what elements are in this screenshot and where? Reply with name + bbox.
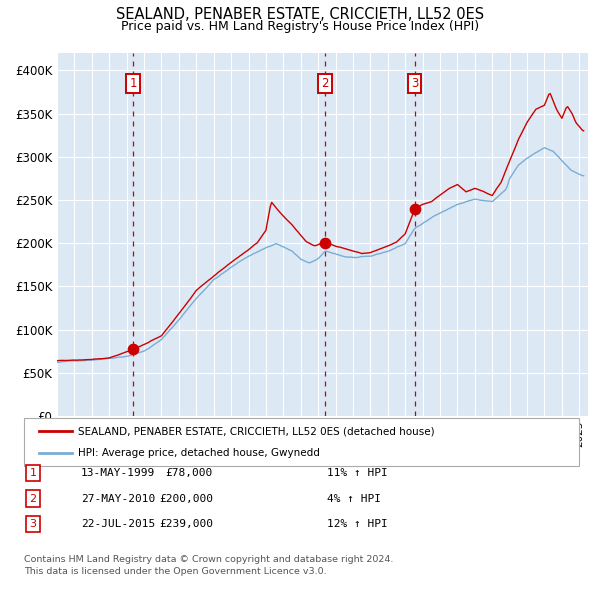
Text: £78,000: £78,000 — [166, 468, 213, 478]
Text: £239,000: £239,000 — [159, 519, 213, 529]
Text: 22-JUL-2015: 22-JUL-2015 — [81, 519, 155, 529]
Text: 1: 1 — [130, 77, 137, 90]
Text: 2: 2 — [29, 494, 37, 503]
Text: 11% ↑ HPI: 11% ↑ HPI — [327, 468, 388, 478]
Text: 4% ↑ HPI: 4% ↑ HPI — [327, 494, 381, 503]
Text: 27-MAY-2010: 27-MAY-2010 — [81, 494, 155, 503]
Point — [410, 205, 419, 214]
Text: 13-MAY-1999: 13-MAY-1999 — [81, 468, 155, 478]
Point — [320, 238, 330, 248]
Text: 3: 3 — [29, 519, 37, 529]
Text: HPI: Average price, detached house, Gwynedd: HPI: Average price, detached house, Gwyn… — [78, 448, 320, 458]
Text: 1: 1 — [29, 468, 37, 478]
Text: 3: 3 — [411, 77, 418, 90]
Text: SEALAND, PENABER ESTATE, CRICCIETH, LL52 0ES: SEALAND, PENABER ESTATE, CRICCIETH, LL52… — [116, 7, 484, 22]
Text: Price paid vs. HM Land Registry's House Price Index (HPI): Price paid vs. HM Land Registry's House … — [121, 20, 479, 33]
Text: Contains HM Land Registry data © Crown copyright and database right 2024.
This d: Contains HM Land Registry data © Crown c… — [24, 555, 394, 576]
Text: 12% ↑ HPI: 12% ↑ HPI — [327, 519, 388, 529]
Point — [128, 344, 138, 353]
Text: SEALAND, PENABER ESTATE, CRICCIETH, LL52 0ES (detached house): SEALAND, PENABER ESTATE, CRICCIETH, LL52… — [78, 426, 434, 436]
Text: 2: 2 — [322, 77, 329, 90]
Text: £200,000: £200,000 — [159, 494, 213, 503]
